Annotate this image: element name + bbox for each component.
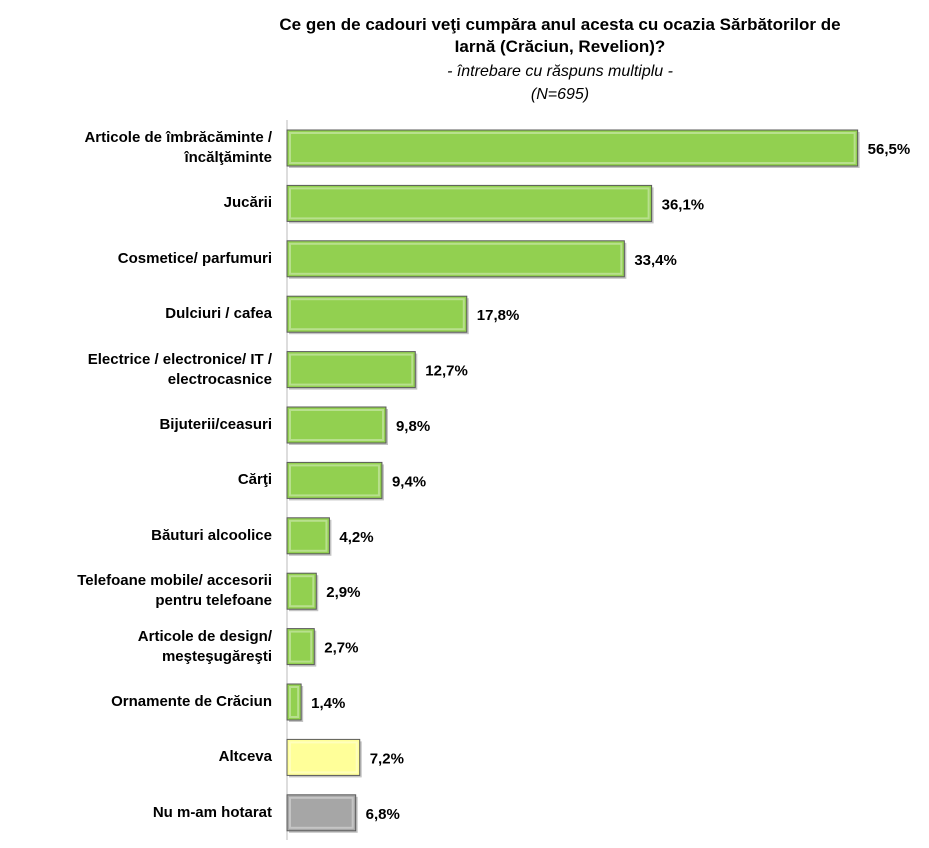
chart-title: Ce gen de cadouri veţi cumpăra anul aces… [279, 15, 841, 56]
value-label: 2,7% [324, 640, 358, 657]
value-label: 56,5% [868, 141, 911, 158]
bar [286, 406, 387, 444]
bar-bevel [289, 409, 384, 441]
bar-bevel [289, 741, 358, 774]
value-label: 9,4% [392, 473, 426, 490]
category-label: Nu m-am hotarat [152, 803, 272, 821]
category-label: Cărţi [237, 471, 272, 489]
bar-bevel [289, 242, 623, 275]
value-label: 6,8% [366, 806, 400, 823]
bar-bevel [289, 187, 650, 220]
bar-bevel [289, 298, 465, 331]
chart-subtitle: - întrebare cu răspuns multiplu - (N=695… [447, 63, 673, 103]
value-label: 36,1% [662, 196, 705, 213]
bar [286, 517, 330, 555]
category-label: Altceva [218, 748, 272, 766]
bar-bevel [289, 686, 300, 718]
value-label: 7,2% [370, 750, 404, 767]
bar-bevel [289, 353, 414, 386]
value-label: 17,8% [477, 307, 520, 324]
bar [286, 794, 357, 832]
bar [286, 184, 653, 222]
category-label: Articole de design/ meşteşugăreşti [137, 627, 272, 665]
bar-bevel [289, 519, 328, 552]
category-label: Bijuterii/ceasuri [159, 416, 272, 433]
category-label: Electrice / electronice/ IT / electrocas… [87, 350, 272, 388]
bar [286, 461, 383, 499]
bar [286, 351, 416, 389]
bar [286, 628, 315, 666]
bar-bevel [289, 575, 315, 608]
bar [286, 295, 468, 333]
category-label: Cosmetice/ parfumuri [117, 249, 272, 267]
value-label: 4,2% [339, 529, 373, 546]
category-label: Telefoane mobile/ accesorii pentru telef… [77, 572, 272, 610]
category-label: Articole de îmbrăcăminte / încălţăminte [84, 129, 272, 166]
bar-bevel [289, 132, 856, 164]
value-label: 1,4% [311, 695, 345, 712]
bar [286, 572, 317, 610]
bar-bevel [289, 796, 354, 829]
category-label: Băuturi alcoolice [151, 526, 272, 544]
bar-bevel [289, 630, 313, 663]
value-label: 2,9% [326, 584, 360, 601]
bar [286, 129, 859, 167]
bar [286, 240, 625, 278]
value-label: 9,8% [396, 418, 430, 435]
category-label: Dulciuri / cafea [165, 305, 272, 323]
category-label: Ornamente de Crăciun [111, 693, 272, 710]
value-label: 12,7% [425, 363, 468, 380]
value-label: 33,4% [634, 252, 677, 269]
bar [286, 738, 361, 776]
bar [286, 683, 302, 721]
bar-bevel [289, 464, 380, 497]
category-label: Jucării [223, 194, 272, 212]
